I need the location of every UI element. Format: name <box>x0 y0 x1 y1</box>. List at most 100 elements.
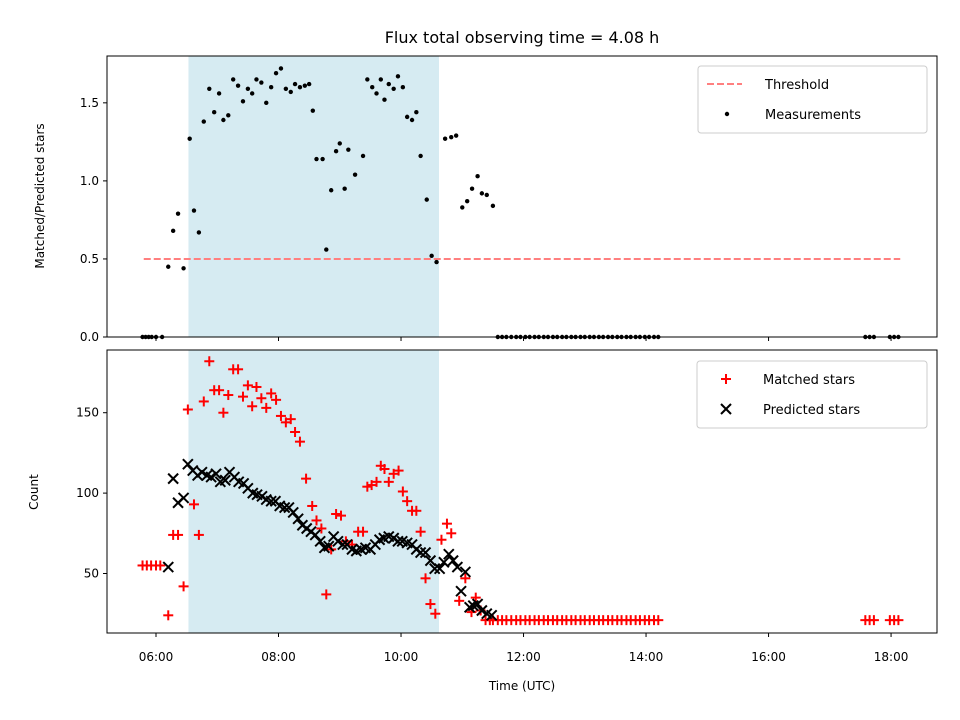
matched-star-point <box>182 404 193 415</box>
bottom-y-axis-label: Count <box>27 474 41 510</box>
measurement-point <box>346 147 351 152</box>
top-observing-window <box>188 56 439 337</box>
matched-star-point <box>454 595 465 606</box>
matched-star-point <box>285 414 296 425</box>
top-legend: Threshold Measurements <box>697 65 928 134</box>
measurement-point <box>434 259 439 265</box>
matched-star-point <box>256 393 267 404</box>
x-tick-label: 16:00 <box>751 650 786 664</box>
predicted-star-point <box>429 562 441 575</box>
measurement-point <box>382 97 387 102</box>
measurement-point <box>400 85 406 90</box>
measurement-point <box>226 113 231 118</box>
measurement-point <box>278 66 284 71</box>
matched-legend-label: Matched stars <box>763 373 855 388</box>
predicted-star-point <box>455 585 467 597</box>
matched-star-point <box>397 486 408 497</box>
matched-star-point <box>237 391 248 402</box>
measurement-point <box>302 83 308 88</box>
matched-star-point <box>653 615 664 626</box>
measurement-point <box>191 208 197 213</box>
measurement-point <box>484 192 489 198</box>
measurement-point <box>464 198 470 204</box>
bottom-y-tick-label: 100 <box>76 486 99 500</box>
predicted-star-point <box>485 609 498 622</box>
measurement-point <box>337 141 342 146</box>
matched-star-point <box>425 599 436 610</box>
measurement-point <box>273 70 279 76</box>
matched-star-point <box>868 615 879 626</box>
predicted-star-point <box>182 458 194 470</box>
measurement-point <box>404 114 410 120</box>
measurement-point <box>175 211 181 216</box>
measurement-point <box>453 133 459 138</box>
matched-star-point <box>251 381 262 392</box>
predicted-star-point <box>332 535 344 548</box>
predicted-star-point <box>443 548 455 560</box>
measurement-point <box>264 100 269 106</box>
top-y-axis-label: Matched/Predicted stars <box>33 123 47 268</box>
top-y-ticks: 0.0 0.5 1.0 1.5 <box>80 96 107 344</box>
matched-star-point <box>436 534 447 545</box>
measurement-point <box>342 186 347 191</box>
measurement-point <box>268 85 274 90</box>
measurement-point <box>166 264 171 269</box>
measurement-point <box>469 186 475 191</box>
measurement-point <box>424 197 429 202</box>
measurement-point <box>297 85 303 90</box>
measurement-point <box>429 253 434 259</box>
predicted-star-point <box>292 513 304 525</box>
top-measurement-points <box>140 66 901 340</box>
predicted-star-point <box>210 468 222 480</box>
matched-star-point <box>893 615 904 626</box>
measurement-point <box>230 77 236 82</box>
matched-star-point <box>163 610 174 621</box>
top-panel: 0.0 0.5 1.0 1.5 Matched/Predicted stars Thr… <box>33 55 938 344</box>
predicted-star-point <box>419 546 432 559</box>
measurement-point <box>196 230 202 235</box>
measurement-point <box>235 83 241 88</box>
matched-star-point <box>415 526 426 537</box>
matched-star-point <box>335 510 346 521</box>
measurement-point <box>259 80 264 85</box>
matched-star-point <box>242 380 253 391</box>
x-tick-label: 08:00 <box>261 650 296 664</box>
matched-star-point <box>214 385 225 396</box>
matched-stars-points <box>137 356 904 626</box>
matched-star-point <box>383 476 394 487</box>
measurements-legend-label: Measurements <box>765 108 861 123</box>
threshold-legend-label: Threshold <box>764 78 829 93</box>
measurement-point <box>314 156 319 162</box>
measurement-point <box>449 134 454 140</box>
predicted-star-point <box>414 546 427 559</box>
measurement-point <box>306 81 312 87</box>
matched-star-point <box>311 515 322 526</box>
bottom-y-tick-label: 150 <box>76 406 99 420</box>
measurement-point <box>221 117 226 123</box>
matched-star-point <box>193 529 204 540</box>
measurement-point <box>418 153 423 159</box>
bottom-y-ticks: 50 100 150 <box>76 406 107 581</box>
matched-star-point <box>321 589 332 600</box>
predicted-star-point <box>476 604 488 617</box>
x-tick-label: 12:00 <box>506 650 541 664</box>
predicted-star-point <box>278 501 291 514</box>
measurement-point <box>409 117 415 123</box>
matched-star-point <box>358 526 369 537</box>
bottom-y-tick-label: 50 <box>84 567 99 581</box>
matched-star-point <box>420 573 431 584</box>
matched-star-point <box>178 581 189 592</box>
measurement-point <box>442 136 448 141</box>
matched-star-point <box>204 356 215 367</box>
matched-star-point <box>294 436 305 447</box>
predicted-legend-swatch <box>720 403 732 415</box>
measurement-point <box>283 86 289 91</box>
measurement-point <box>365 77 370 82</box>
predicted-star-point <box>309 529 321 541</box>
measurement-point <box>181 266 186 271</box>
bottom-legend: Matched stars Predicted stars <box>696 360 928 429</box>
matched-star-point <box>173 529 184 540</box>
top-legend-box <box>697 65 928 134</box>
measurement-point <box>187 136 192 141</box>
matched-star-point <box>379 463 390 474</box>
